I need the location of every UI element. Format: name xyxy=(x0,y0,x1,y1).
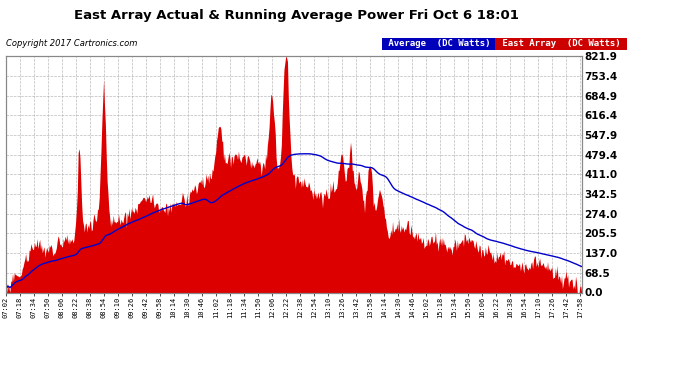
Text: Copyright 2017 Cartronics.com: Copyright 2017 Cartronics.com xyxy=(6,39,137,48)
Text: East Array Actual & Running Average Power Fri Oct 6 18:01: East Array Actual & Running Average Powe… xyxy=(75,9,519,22)
Text: Average  (DC Watts): Average (DC Watts) xyxy=(383,39,496,48)
Text: East Array  (DC Watts): East Array (DC Watts) xyxy=(497,39,626,48)
